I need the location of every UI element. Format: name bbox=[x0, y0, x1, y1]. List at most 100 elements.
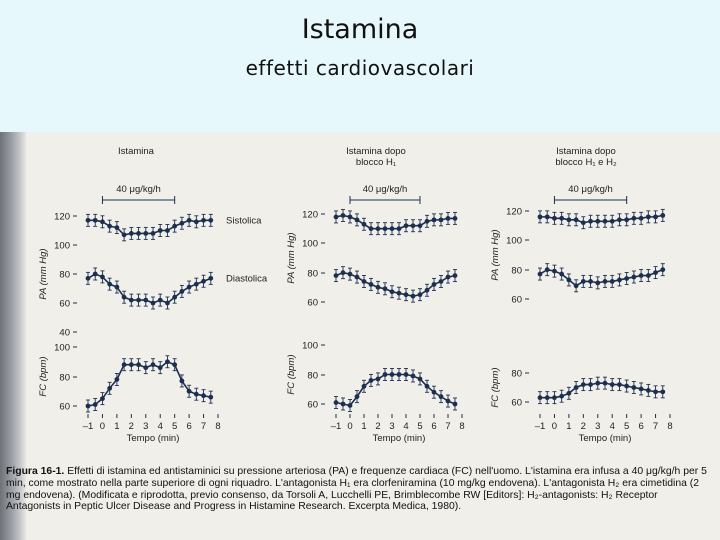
heart-rate-point bbox=[107, 385, 113, 391]
systolic-point bbox=[100, 219, 105, 225]
x-tick-label: 5 bbox=[172, 421, 177, 432]
pa-tick-label: 80 bbox=[307, 269, 318, 280]
x-tick-label: 2 bbox=[129, 421, 134, 432]
systolic-point bbox=[150, 231, 156, 236]
systolic-point bbox=[595, 218, 601, 224]
x-tick-label: 0 bbox=[347, 421, 352, 432]
heart-rate-point bbox=[660, 389, 666, 395]
systolic-point bbox=[375, 226, 381, 232]
x-tick-label: 7 bbox=[445, 421, 450, 432]
systolic-point bbox=[114, 225, 120, 230]
systolic-point bbox=[424, 218, 430, 224]
heart-rate-point bbox=[361, 383, 367, 389]
systolic-point bbox=[157, 228, 163, 233]
diastolic-point bbox=[595, 280, 601, 286]
x-tick-label: 5 bbox=[624, 421, 629, 432]
x-tick-label: 2 bbox=[581, 421, 586, 432]
heart-rate-point bbox=[165, 359, 170, 365]
pa-axis-label: PA (mm Hg) bbox=[38, 248, 49, 299]
systolic-point bbox=[201, 217, 206, 223]
heart-rate-point bbox=[121, 362, 127, 368]
slide-subtitle: effetti cardiovascolari bbox=[245, 56, 475, 80]
heart-rate-point bbox=[186, 388, 192, 394]
diastolic-point bbox=[638, 273, 644, 278]
diastolic-point bbox=[445, 274, 451, 280]
book-spine bbox=[0, 132, 26, 540]
panel-title: Istamina bbox=[118, 146, 155, 157]
slide-header: Istamina effetti cardiovascolari bbox=[0, 0, 720, 132]
diastolic-point bbox=[340, 270, 346, 276]
x-tick-label: 6 bbox=[431, 421, 436, 432]
x-tick-label: 0 bbox=[552, 421, 557, 432]
diastolic-point bbox=[544, 267, 550, 273]
pa-axis-label: PA (mm Hg) bbox=[490, 229, 501, 280]
systolic-point bbox=[580, 220, 586, 226]
diastolic-point bbox=[172, 294, 178, 300]
heart-rate-point bbox=[128, 362, 134, 368]
heart-rate-point bbox=[157, 365, 163, 371]
heart-rate-point bbox=[143, 365, 149, 371]
x-tick-label: 7 bbox=[201, 421, 206, 432]
heart-rate-point bbox=[638, 386, 644, 392]
x-tick-label: –1 bbox=[83, 421, 94, 432]
panel-title-line2: blocco H₁ bbox=[356, 157, 396, 168]
systolic-point bbox=[208, 217, 214, 223]
pa-tick-label: 60 bbox=[511, 295, 522, 306]
fc-axis-label: FC (bpm) bbox=[286, 354, 297, 394]
heart-rate-point bbox=[193, 391, 199, 397]
systolic-point bbox=[165, 228, 170, 233]
systolic-point bbox=[368, 226, 374, 232]
heart-rate-point bbox=[552, 395, 557, 401]
pa-tick-label: 120 bbox=[54, 212, 70, 223]
systolic-point bbox=[452, 216, 458, 221]
heart-rate-point bbox=[333, 400, 339, 405]
systolic-point bbox=[638, 215, 644, 221]
systolic-point bbox=[573, 217, 579, 223]
diastolic-point bbox=[588, 279, 593, 284]
x-tick-label: 1 bbox=[361, 421, 366, 432]
systolic-point bbox=[403, 223, 409, 229]
fc-axis-label: FC (bpm) bbox=[490, 367, 501, 407]
x-tick-label: 2 bbox=[375, 421, 380, 432]
x-tick-label: 4 bbox=[610, 421, 615, 432]
heart-rate-point bbox=[340, 401, 346, 407]
systolic-point bbox=[179, 220, 185, 226]
heart-rate-point bbox=[172, 362, 178, 368]
heart-rate-point bbox=[624, 383, 630, 389]
heart-rate-point bbox=[645, 388, 651, 393]
systolic-point bbox=[396, 226, 402, 232]
systolic-line bbox=[540, 214, 663, 224]
heart-rate-point bbox=[114, 377, 120, 382]
x-tick-label: 8 bbox=[667, 421, 672, 432]
heart-rate-point bbox=[403, 372, 409, 377]
diastolic-point bbox=[438, 279, 444, 284]
x-tick-label: 8 bbox=[459, 421, 464, 432]
x-tick-label: –1 bbox=[331, 421, 342, 432]
figure-photo: Istamina 40 μg/kg/h 120 100 80 60 40 PA (mm Hg)… bbox=[0, 132, 720, 540]
heart-rate-line bbox=[540, 382, 663, 399]
pa-tick-label: 120 bbox=[506, 207, 522, 218]
heart-rate-point bbox=[580, 382, 586, 387]
diastolic-point bbox=[85, 275, 91, 281]
heart-rate-point bbox=[92, 402, 98, 407]
x-tick-label: 6 bbox=[186, 421, 191, 432]
pa-tick-label: 100 bbox=[54, 241, 70, 252]
heart-rate-point bbox=[410, 373, 416, 379]
diastolic-point bbox=[537, 271, 543, 277]
diastolic-point bbox=[165, 300, 170, 306]
heart-rate-point bbox=[375, 376, 381, 382]
caption-text: Effetti di istamina ed antistaminici su … bbox=[6, 466, 707, 513]
systolic-point bbox=[417, 223, 423, 229]
x-tick-label: 6 bbox=[638, 421, 643, 432]
systolic-point bbox=[136, 231, 141, 236]
diastolic-point bbox=[107, 281, 113, 287]
systolic-point bbox=[85, 217, 91, 223]
heart-rate-point bbox=[588, 382, 593, 387]
diastolic-point bbox=[354, 274, 360, 280]
heart-rate-point bbox=[544, 395, 550, 401]
heart-rate-point bbox=[537, 395, 543, 401]
diastolic-line bbox=[539, 268, 664, 287]
slide-title: Istamina bbox=[301, 14, 419, 45]
heart-rate-point bbox=[445, 398, 451, 404]
systolic-point bbox=[340, 213, 346, 218]
